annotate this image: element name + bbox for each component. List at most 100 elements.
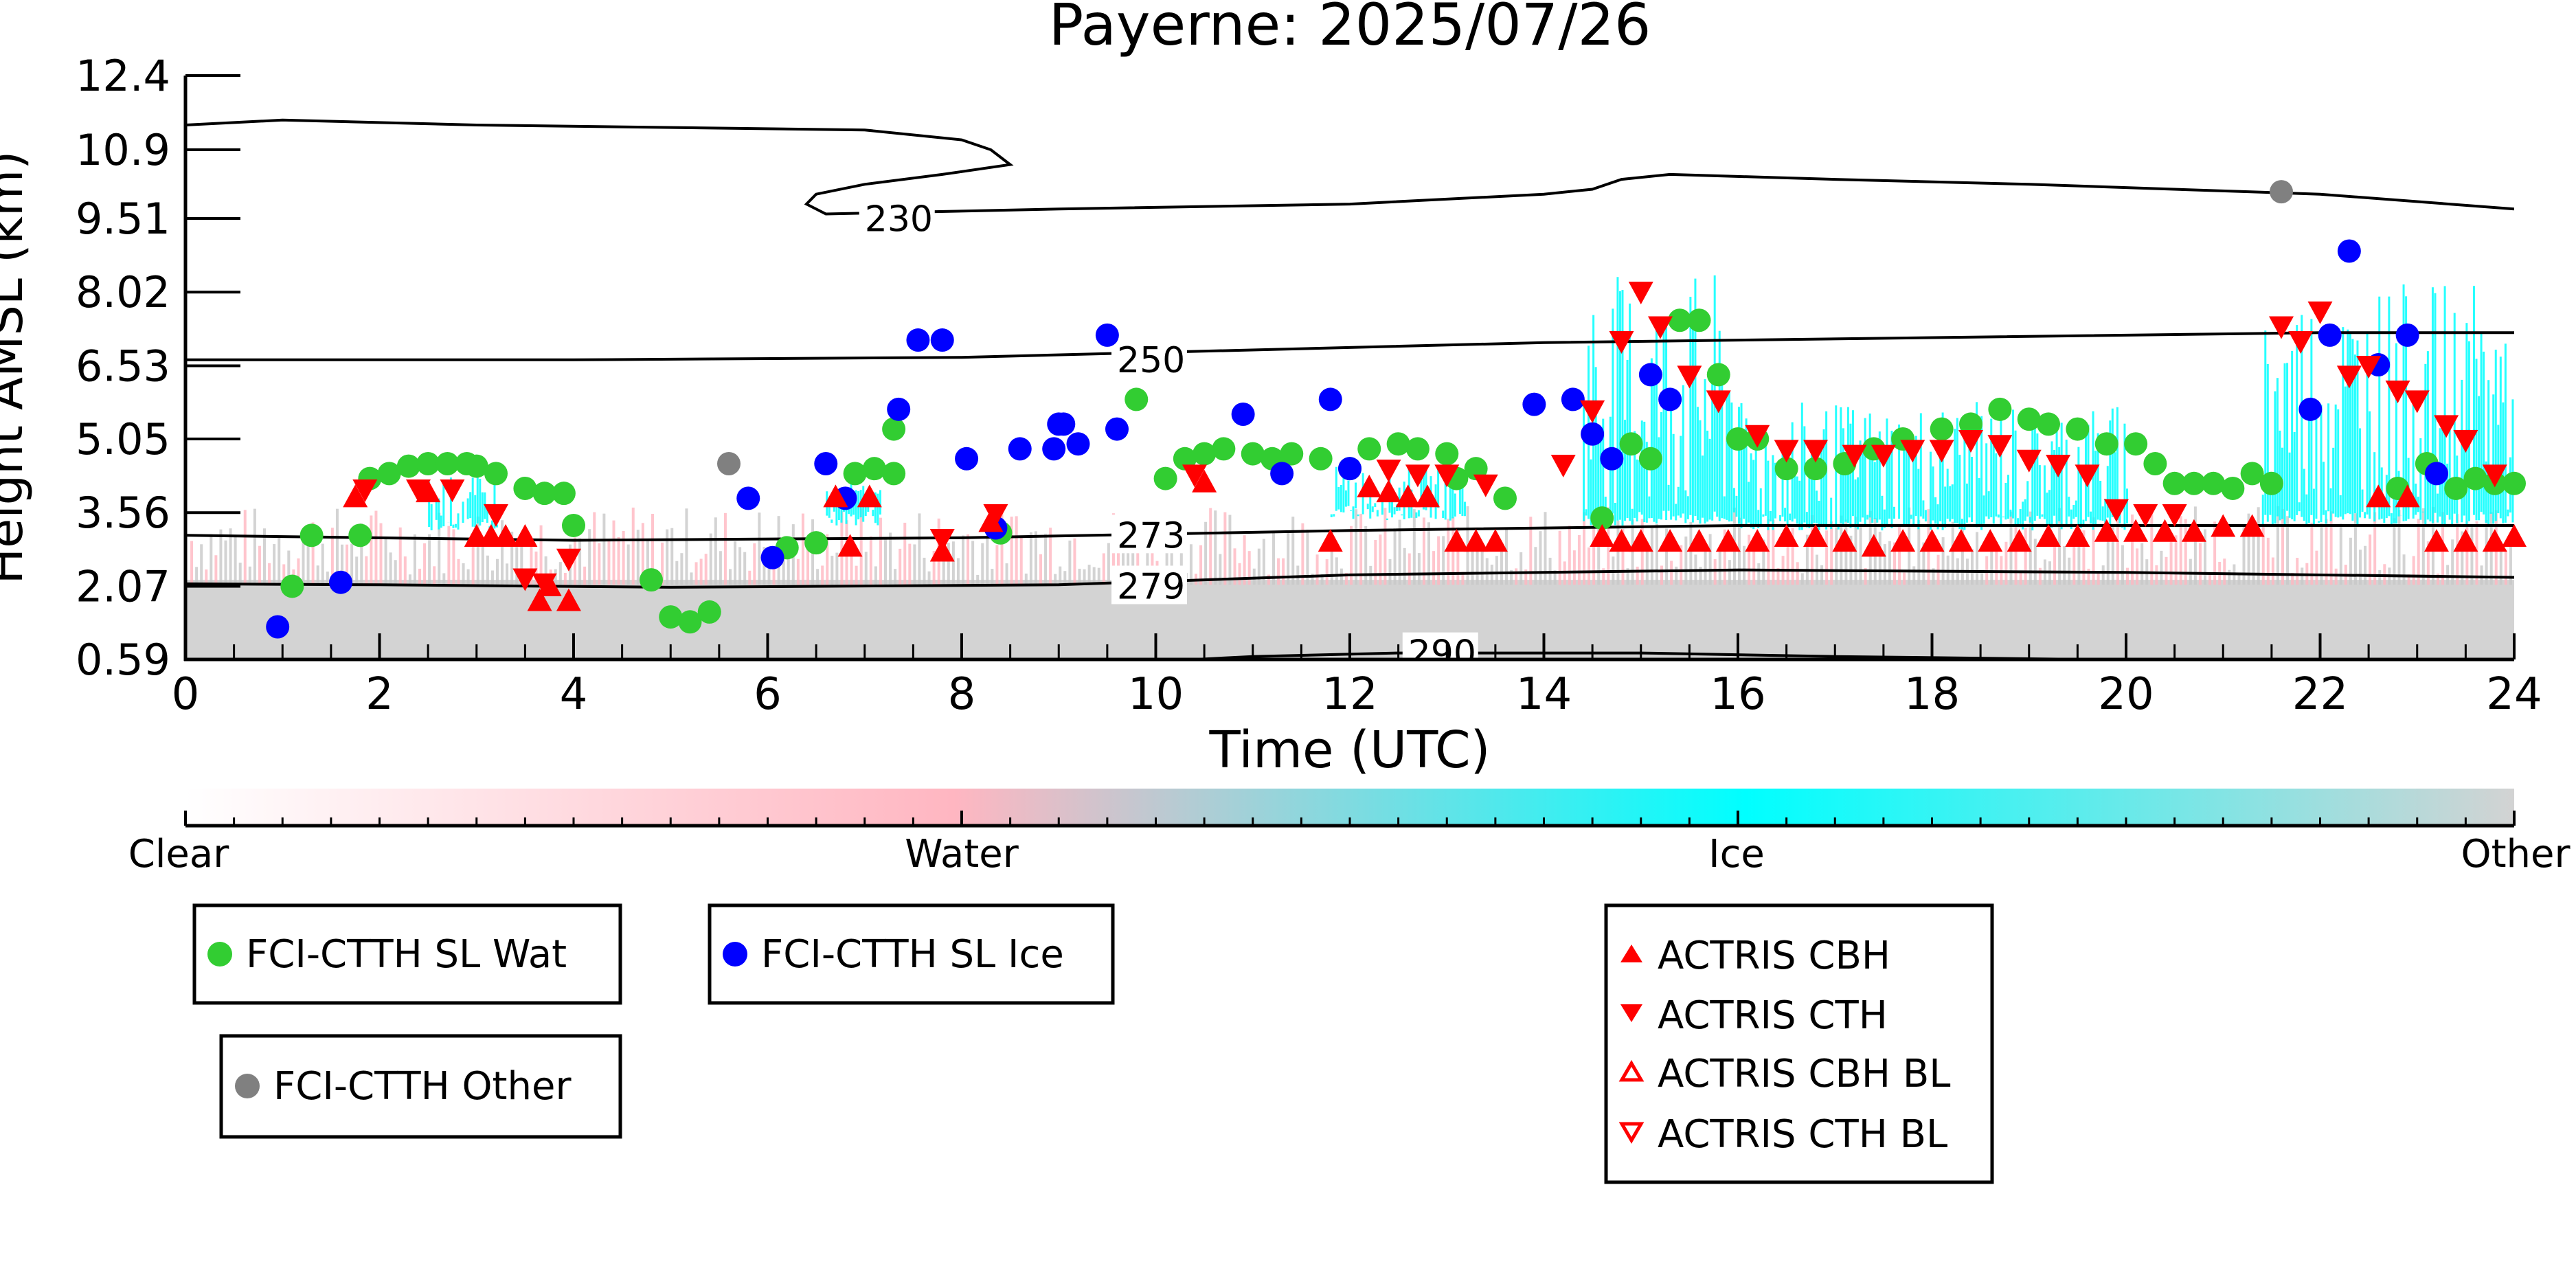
point-actris-cbh — [556, 588, 581, 611]
point-fci-ctth-sl-wat — [1173, 447, 1197, 471]
point-fci-ctth-sl-ice — [2337, 239, 2361, 263]
point-fci-ctth-sl-wat — [2066, 417, 2090, 441]
point-actris-cbh — [1774, 523, 1799, 547]
point-actris-cth — [1405, 464, 1430, 488]
point-actris-cth — [1745, 425, 1770, 448]
point-actris-cbh — [2007, 529, 2032, 552]
point-fci-ctth-sl-ice — [736, 486, 760, 510]
point-actris-cth — [2336, 365, 2362, 389]
point-actris-cbh — [1803, 523, 1828, 547]
x-tick-label: 22 — [2292, 669, 2348, 720]
point-fci-ctth-sl-ice — [266, 615, 290, 639]
x-tick-label: 18 — [1904, 669, 1960, 720]
point-actris-cth — [1609, 331, 1634, 354]
point-fci-ctth-sl-wat — [2037, 412, 2060, 436]
legend-marker-actris-cbh — [1620, 945, 1642, 962]
y-tick-label: 0.59 — [76, 635, 170, 685]
colorbar-label-clear: Clear — [128, 832, 229, 877]
point-fci-ctth-sl-wat — [843, 462, 867, 486]
point-fci-ctth-sl-wat — [1386, 432, 1410, 456]
legend-box-ice: FCI-CTTH SL Ice — [708, 903, 1115, 1005]
point-actris-cbh — [978, 509, 1004, 532]
point-actris-cbh — [823, 484, 848, 508]
point-fci-ctth-sl-wat — [804, 531, 828, 555]
point-fci-ctth-sl-ice — [1600, 447, 1624, 471]
point-fci-ctth-sl-ice — [1042, 437, 1066, 461]
point-fci-ctth-sl-ice — [1561, 387, 1585, 411]
y-tick-label: 3.56 — [76, 488, 170, 538]
point-fci-ctth-sl-ice — [1522, 392, 1546, 416]
legend-label-actris-cbh-bl: ACTRIS CBH BL — [1658, 1052, 1950, 1096]
point-actris-cth — [1706, 390, 1731, 414]
point-actris-cth — [1774, 440, 1799, 463]
point-actris-cth — [1434, 464, 1460, 488]
point-actris-cth — [1987, 435, 2013, 458]
point-fci-ctth-sl-wat — [697, 600, 721, 624]
point-actris-cbh — [1948, 529, 1974, 552]
point-fci-ctth-sl-wat — [2124, 432, 2148, 456]
point-actris-cth — [2404, 390, 2430, 414]
colorbar-label-other: Other — [2461, 832, 2571, 877]
point-actris-cbh — [2036, 523, 2061, 547]
legend-label-fci-wat: FCI-CTTH SL Wat — [246, 932, 567, 977]
point-actris-cth — [2016, 449, 2042, 473]
contour-label-290: 290 — [1408, 633, 1476, 675]
point-actris-cbh — [857, 484, 882, 508]
x-tick-label: 4 — [560, 669, 588, 720]
axes: 0 2 4 6 8 10 12 14 16 18 20 22 240.592.073.565.056.5… — [76, 51, 2542, 720]
legend-label-fci-ice: FCI-CTTH SL Ice — [761, 932, 1064, 977]
point-actris-cth — [1648, 316, 1673, 339]
point-actris-cbh — [1628, 529, 1653, 552]
y-tick-label: 8.02 — [76, 267, 170, 317]
point-fci-ctth-sl-wat — [280, 574, 304, 598]
point-fci-ctth-sl-wat — [348, 523, 372, 547]
point-fci-ctth-sl-ice — [887, 397, 911, 421]
point-actris-cbh — [1715, 529, 1741, 552]
point-actris-cth — [2356, 356, 2382, 379]
point-actris-cth — [2046, 454, 2071, 477]
point-actris-cth — [2434, 415, 2459, 438]
y-axis-label: Height AMSL (km) — [0, 151, 34, 585]
point-fci-ctth-sl-ice — [2298, 397, 2323, 421]
x-axis-label: Time (UTC) — [1208, 721, 1490, 780]
point-actris-cbh — [1376, 479, 1401, 503]
point-fci-ctth-sl-ice — [1231, 403, 1255, 427]
point-actris-cth — [2385, 381, 2410, 404]
point-actris-cth — [1900, 440, 1925, 463]
point-fci-ctth-sl-wat — [436, 451, 460, 475]
point-actris-cbh — [2211, 514, 2236, 537]
point-fci-ctth-sl-ice — [1318, 387, 1342, 411]
point-actris-cbh — [2181, 519, 2206, 542]
contour-line-279 — [185, 568, 2514, 589]
x-tick-label: 10 — [1128, 669, 1184, 720]
point-fci-ctth-sl-wat — [377, 462, 401, 486]
legend-label-fci-other: FCI-CTTH Other — [273, 1064, 572, 1109]
point-fci-ctth-sl-ice — [955, 447, 979, 471]
point-actris-cth — [1677, 365, 1702, 389]
point-fci-ctth-sl-ice — [1270, 462, 1294, 486]
point-actris-cbh — [2424, 529, 2449, 552]
point-actris-cth — [2269, 316, 2294, 339]
point-actris-cbh — [2502, 523, 2527, 547]
point-fci-ctth-sl-wat — [1619, 432, 1643, 456]
point-actris-cbh — [1745, 529, 1770, 552]
y-tick-label: 9.51 — [76, 194, 170, 244]
point-actris-cth — [440, 479, 465, 502]
point-fci-ctth-sl-wat — [2444, 476, 2468, 500]
y-tick-label: 12.4 — [76, 51, 170, 101]
point-actris-cbh — [343, 484, 368, 508]
point-actris-cbh — [2366, 484, 2391, 508]
point-actris-cbh — [1861, 534, 1886, 557]
point-actris-cbh — [1658, 529, 1683, 552]
y-tick-label: 6.53 — [76, 341, 170, 391]
point-fci-ctth-sl-wat — [1435, 442, 1459, 466]
point-fci-ctth-sl-ice — [930, 328, 954, 352]
point-actris-cth — [484, 504, 508, 527]
point-actris-cbh — [2482, 529, 2507, 552]
contour-label-250: 250 — [1117, 340, 1185, 381]
y-tick-label: 2.07 — [76, 561, 170, 611]
point-fci-ctth-sl-wat — [1930, 417, 1954, 441]
legend-marker-actris-cth — [1620, 1004, 1642, 1022]
point-actris-cth — [1628, 282, 1653, 305]
point-fci-ctth-sl-wat — [513, 476, 537, 500]
